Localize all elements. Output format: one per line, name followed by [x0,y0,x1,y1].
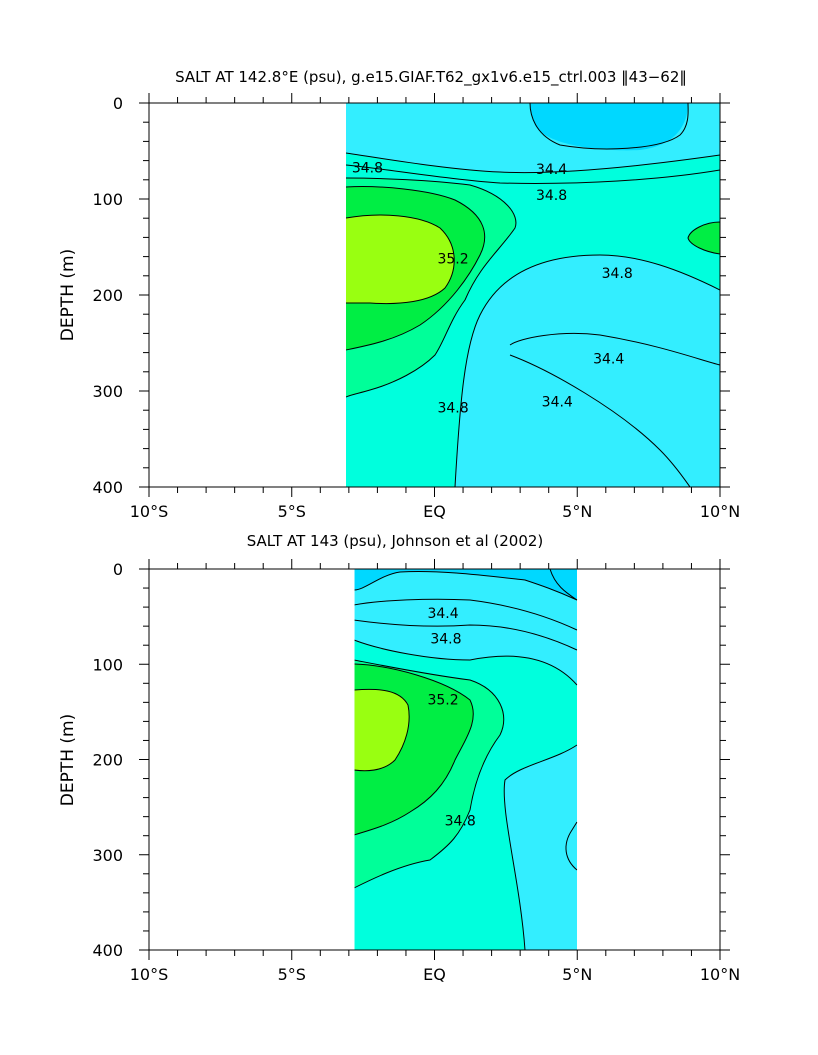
top-contour-line [345,152,720,174]
bot-region-35.4 [354,689,410,771]
top-contour-lines [345,103,720,487]
top-y-tick-label: 100 [92,190,123,209]
top-contour-line [345,214,455,305]
bottom-contour-label: 34.4 [427,606,458,622]
top-contour-line [529,103,689,150]
top-region-34.6-low [510,333,720,487]
bot-contour-line [354,663,474,836]
bot-region-34.4-sw [550,569,577,600]
top-axis-ticks [139,93,730,497]
top-contour-label: 34.8 [602,266,633,282]
bottom-y-tick-label: 400 [92,941,123,960]
top-axis-tick-labels: 10°S 5°S EQ 5°N 10°N 0 100 200 300 400 [92,94,740,521]
top-contour-label: 35.2 [437,251,468,267]
top-y-tick-label: 0 [113,94,123,113]
bottom-contour-label: 34.8 [445,813,476,829]
top-x-tick-label: EQ [423,502,446,521]
top-y-tick-label: 200 [92,286,123,305]
top-panel: SALT AT 142.8°E (psu), g.e15.GIAF.T62_gx… [58,68,740,521]
bot-contour-line [565,821,578,871]
bot-contour-line [354,598,578,631]
top-contour-line [454,254,720,487]
top-contour-label: 34.8 [352,160,383,176]
bottom-axis-tick-labels: 10°S 5°S EQ 5°N 10°N 0 100 200 300 400 [92,560,740,984]
bot-region-34.8-east [565,822,577,870]
top-contour-line [345,186,486,351]
bot-contour-line [354,659,505,889]
bottom-panel: SALT AT 143 (psu), Johnson et al (2002) … [58,532,740,984]
top-y-tick-label: 300 [92,382,123,401]
top-region-35.4 [346,215,455,304]
top-contour-label: 34.4 [536,162,567,178]
top-contour-label: 34.4 [542,395,573,411]
top-contour-label: 34.8 [536,188,567,204]
top-x-tick-label: 5°S [278,502,306,521]
top-panel-title: SALT AT 142.8°E (psu), g.e15.GIAF.T62_gx… [175,68,687,87]
top-contour-line [687,221,720,255]
top-region-34.4 [530,103,688,151]
bottom-y-tick-label: 100 [92,655,123,674]
top-contour-label: 34.8 [437,400,468,416]
bot-contour-line [354,688,410,772]
bottom-contour-label: 34.8 [430,631,461,647]
bottom-x-tick-label: 10°N [700,965,740,984]
bottom-x-tick-label: 10°S [130,965,169,984]
bottom-y-axis-label: DEPTH (m) [58,714,78,806]
top-contour-label: 34.4 [593,351,624,367]
bottom-axis-ticks [139,559,730,960]
top-contour-labels: 34.8 34.4 34.8 35.2 34.8 34.8 34.4 34.4 [352,160,633,416]
top-y-axis-label: DEPTH (m) [58,249,78,341]
bottom-x-tick-label: 5°S [278,965,306,984]
bot-contour-line [354,619,578,651]
bottom-panel-title: SALT AT 143 (psu), Johnson et al (2002) [247,532,544,550]
bot-contour-line [503,744,578,950]
bot-contour-line [549,569,578,601]
bot-region-34.4 [354,569,577,600]
bottom-y-tick-label: 200 [92,751,123,770]
top-x-tick-label: 10°N [700,502,740,521]
top-contour-line [509,332,720,366]
top-x-tick-label: 10°S [130,502,169,521]
bottom-contour-label: 35.2 [427,692,458,708]
top-x-tick-label: 5°N [562,502,592,521]
bottom-contour-lines [354,569,578,950]
top-y-tick-label: 400 [92,478,123,497]
bottom-contour-labels: 34.4 34.8 35.2 34.8 [427,606,476,830]
bottom-y-tick-label: 0 [113,560,123,579]
bottom-x-tick-label: 5°N [562,965,592,984]
top-contour-line [509,354,691,487]
bot-contour-line [354,571,578,601]
top-contour-line [345,164,720,184]
top-contour-fills [346,103,720,487]
bottom-y-tick-label: 300 [92,846,123,865]
bottom-x-tick-label: EQ [423,965,446,984]
bottom-contour-fills [354,569,577,950]
top-contour-line [345,177,517,398]
bot-contour-line [354,639,578,686]
